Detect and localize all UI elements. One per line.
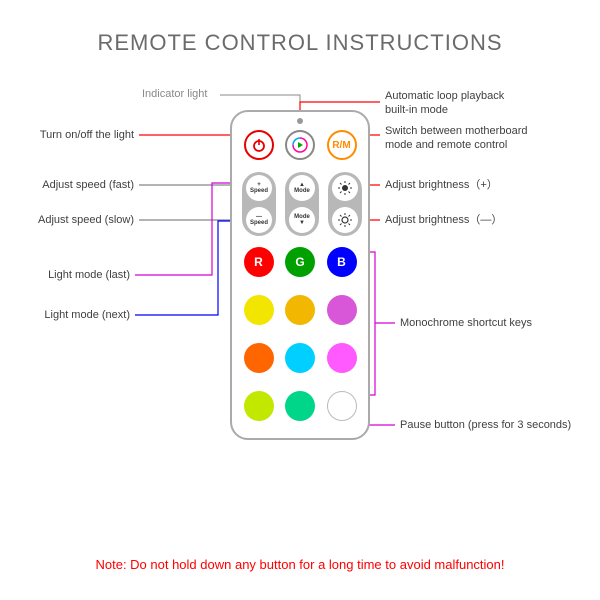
label-mono: Monochrome shortcut keys xyxy=(400,317,532,331)
speed-minus-label: — Speed xyxy=(250,214,268,226)
label-speed-fast: Adjust speed (fast) xyxy=(42,179,134,193)
color-row xyxy=(232,391,368,421)
speed-panel: + Speed — Speed xyxy=(242,172,276,236)
label-bright-down: Adjust brightness（—） xyxy=(385,214,502,228)
speed-plus-label: + Speed xyxy=(250,182,268,194)
top-row: R/M xyxy=(232,130,368,160)
mode-down-button[interactable]: Mode ▼ xyxy=(289,207,315,233)
color-button[interactable]: B xyxy=(327,247,357,277)
color-button[interactable]: R xyxy=(244,247,274,277)
color-row: RGB xyxy=(232,247,368,277)
color-button[interactable] xyxy=(244,391,274,421)
speed-plus-button[interactable]: + Speed xyxy=(246,175,272,201)
color-button[interactable] xyxy=(327,343,357,373)
label-mode-next: Light mode (next) xyxy=(44,309,130,323)
color-button[interactable] xyxy=(327,391,357,421)
label-power: Turn on/off the light xyxy=(40,129,134,143)
mode-up-label: ▲ Mode xyxy=(294,182,310,194)
label-auto-loop: Automatic loop playback built-in mode xyxy=(385,90,504,118)
color-row xyxy=(232,343,368,373)
rm-button[interactable]: R/M xyxy=(327,130,357,160)
brightness-panel xyxy=(328,172,362,236)
indicator-led xyxy=(297,118,303,124)
color-button[interactable] xyxy=(327,295,357,325)
label-speed-slow: Adjust speed (slow) xyxy=(38,214,134,228)
speed-minus-button[interactable]: — Speed xyxy=(246,207,272,233)
label-pause: Pause button (press for 3 seconds) xyxy=(400,419,571,433)
mode-up-button[interactable]: ▲ Mode xyxy=(289,175,315,201)
play-button[interactable] xyxy=(285,130,315,160)
label-mode-last: Light mode (last) xyxy=(48,269,130,283)
color-button[interactable] xyxy=(285,295,315,325)
diagram-stage: Indicator light Automatic loop playback … xyxy=(0,0,600,600)
color-button[interactable]: G xyxy=(285,247,315,277)
remote-body: R/M + Speed — Speed ▲ Mode Mode ▼ RGB xyxy=(230,110,370,440)
sun-up-icon xyxy=(337,180,353,196)
power-icon xyxy=(251,137,267,153)
warning-note: Note: Do not hold down any button for a … xyxy=(0,557,600,572)
label-bright-up: Adjust brightness（+） xyxy=(385,179,498,193)
play-icon xyxy=(291,136,309,154)
color-button[interactable] xyxy=(285,391,315,421)
brightness-up-button[interactable] xyxy=(332,175,358,201)
color-button[interactable] xyxy=(285,343,315,373)
label-rm-switch: Switch between motherboard mode and remo… xyxy=(385,125,527,153)
color-button[interactable] xyxy=(244,343,274,373)
sun-down-icon xyxy=(337,212,353,228)
brightness-down-button[interactable] xyxy=(332,207,358,233)
mode-down-label: Mode ▼ xyxy=(294,214,310,226)
color-row xyxy=(232,295,368,325)
color-button[interactable] xyxy=(244,295,274,325)
mode-panel: ▲ Mode Mode ▼ xyxy=(285,172,319,236)
label-indicator: Indicator light xyxy=(142,88,207,102)
power-button[interactable] xyxy=(244,130,274,160)
